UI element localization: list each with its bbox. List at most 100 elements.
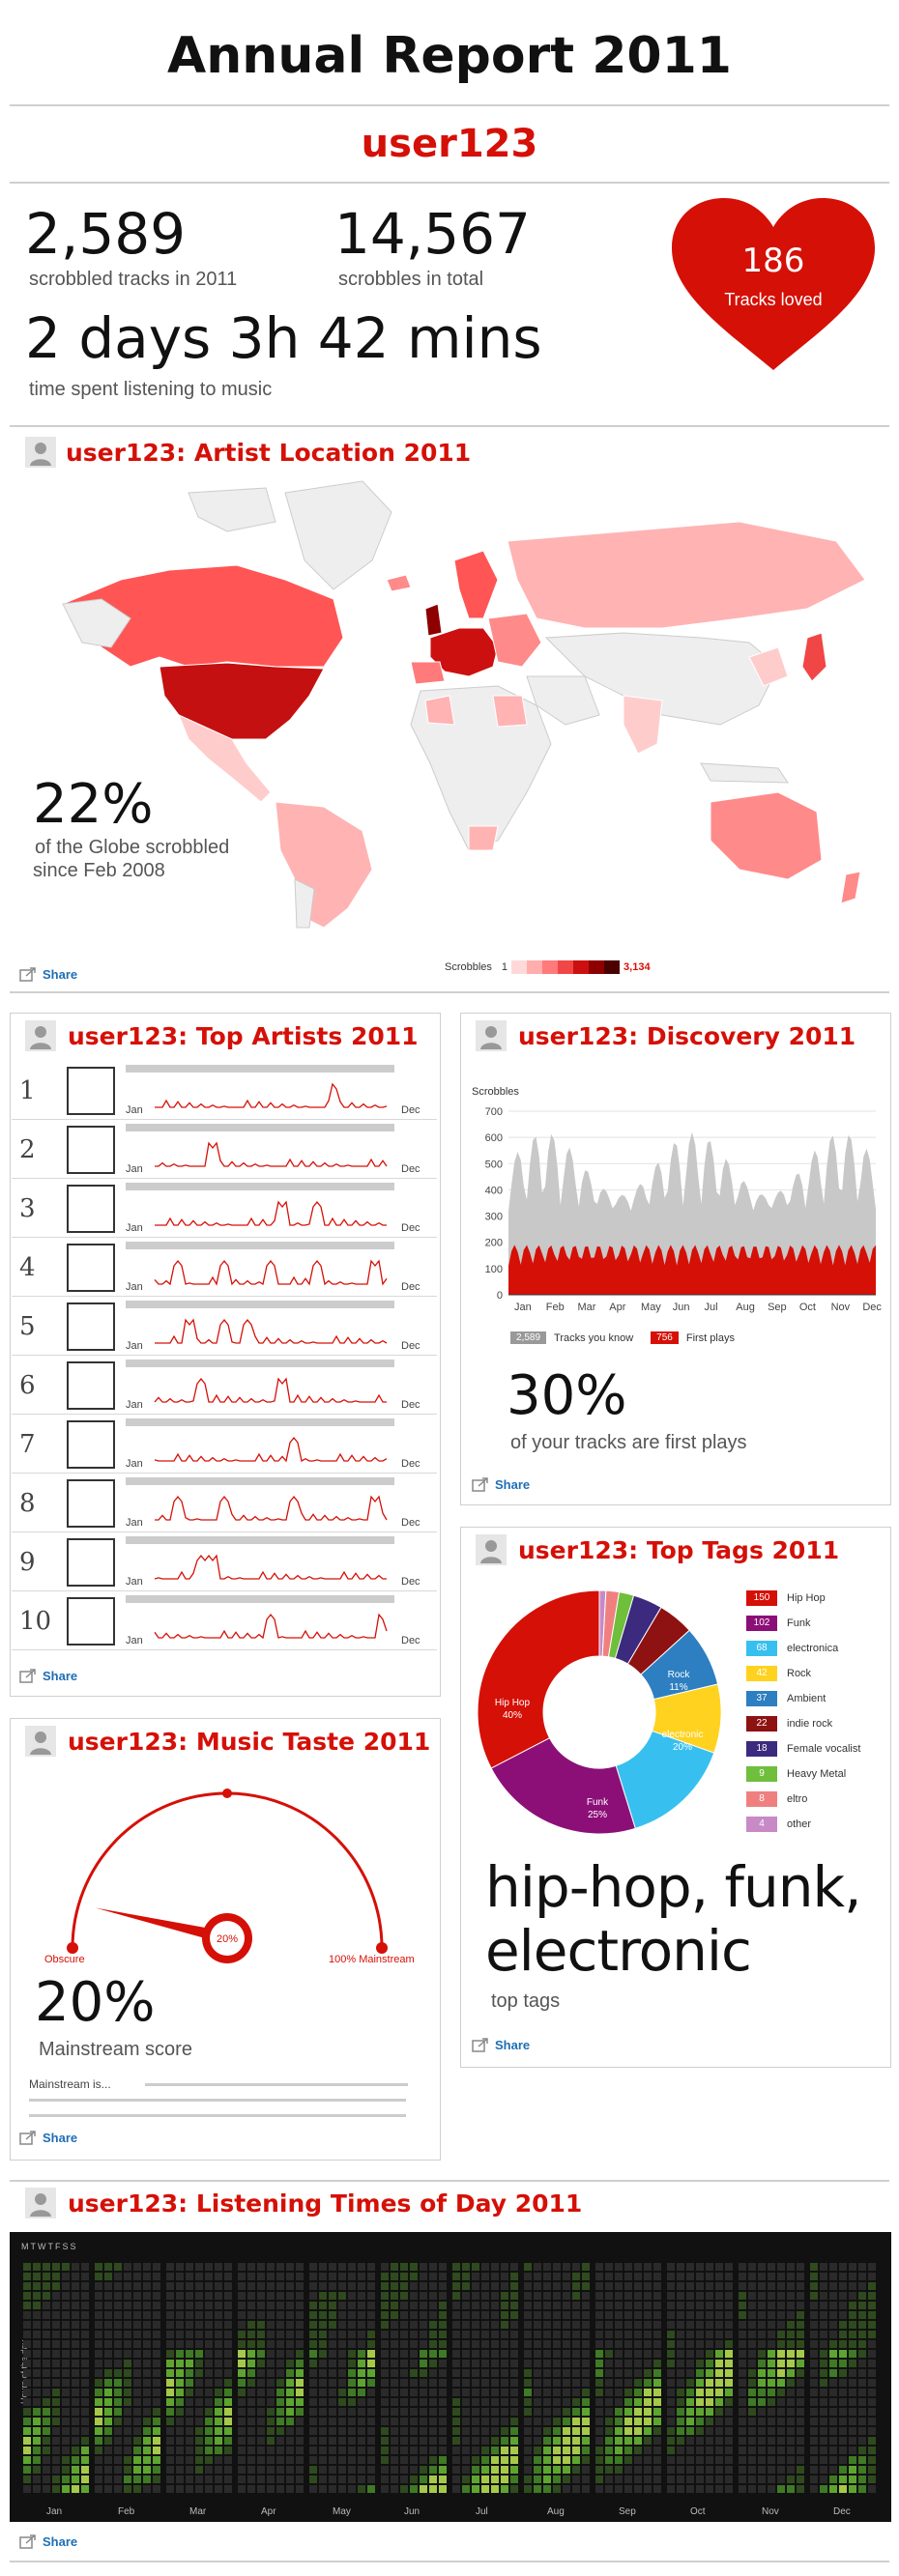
- world-map[interactable]: [44, 473, 884, 937]
- artist-row[interactable]: 5 Jan Dec: [12, 1297, 437, 1356]
- heatmap-cell: [238, 2292, 246, 2300]
- artist-row[interactable]: 1 Jan Dec: [12, 1061, 437, 1120]
- artist-thumbnail[interactable]: [67, 1067, 115, 1115]
- heatmap-cell: [481, 2476, 489, 2483]
- heatmap-cell: [725, 2379, 733, 2387]
- heatmap-cell: [338, 2466, 346, 2474]
- heatmap-cell: [104, 2360, 112, 2367]
- listening-heatmap[interactable]: MTWTFSS Hours of the day JanFebMarAprMay…: [10, 2232, 891, 2522]
- heatmap-cell: [143, 2485, 151, 2493]
- tag-count: 8: [746, 1791, 777, 1807]
- tag-legend-item[interactable]: 4 other: [746, 1817, 811, 1832]
- tag-legend-item[interactable]: 37 Ambient: [746, 1691, 826, 1706]
- heatmap-cell: [472, 2447, 479, 2454]
- artist-thumbnail[interactable]: [67, 1126, 115, 1174]
- artist-thumbnail[interactable]: [67, 1361, 115, 1410]
- heatmap-cell: [286, 2447, 294, 2454]
- tag-legend-item[interactable]: 18 Female vocalist: [746, 1741, 860, 1757]
- heatmap-cell: [472, 2282, 479, 2290]
- artist-thumbnail[interactable]: [67, 1185, 115, 1233]
- heatmap-cell: [329, 2360, 336, 2367]
- share-label: Share: [495, 1476, 531, 1492]
- heatmap-cell: [706, 2437, 713, 2445]
- heatmap-cell: [739, 2273, 746, 2280]
- heatmap-cell: [439, 2408, 447, 2416]
- heatmap-cell: [348, 2437, 356, 2445]
- tag-legend-item[interactable]: 68 electronica: [746, 1641, 838, 1656]
- tag-legend-item[interactable]: 9 Heavy Metal: [746, 1766, 846, 1782]
- legend-swatch: [527, 960, 543, 974]
- heatmap-cell: [829, 2456, 837, 2464]
- heatmap-cell: [400, 2311, 408, 2319]
- heatmap-cell: [23, 2302, 31, 2309]
- artist-row[interactable]: 7 Jan Dec: [12, 1415, 437, 1474]
- heatmap-cell: [820, 2437, 827, 2445]
- heatmap-cell: [439, 2389, 447, 2396]
- heatmap-cell: [72, 2302, 79, 2309]
- heatmap-cell: [829, 2340, 837, 2348]
- heatmap-cell: [124, 2350, 131, 2358]
- heatmap-cell: [429, 2418, 437, 2425]
- heatmap-cell: [52, 2263, 60, 2271]
- heatmap-cell: [543, 2369, 551, 2377]
- heatmap-cell: [348, 2466, 356, 2474]
- artist-thumbnail[interactable]: [67, 1538, 115, 1587]
- heatmap-cell: [166, 2398, 174, 2406]
- artist-thumbnail[interactable]: [67, 1479, 115, 1528]
- heatmap-cell: [797, 2379, 804, 2387]
- artist-row[interactable]: 4 Jan Dec: [12, 1238, 437, 1297]
- artist-thumbnail[interactable]: [67, 1420, 115, 1469]
- heatmap-cell: [706, 2273, 713, 2280]
- share-button[interactable]: Share: [19, 966, 77, 982]
- heatmap-cell: [410, 2360, 418, 2367]
- heatmap-cell: [338, 2340, 346, 2348]
- share-button[interactable]: Share: [19, 2130, 77, 2145]
- tag-legend-item[interactable]: 22 indie rock: [746, 1716, 832, 1732]
- heatmap-cell: [758, 2447, 766, 2454]
- heatmap-cell: [329, 2389, 336, 2396]
- heatmap-cell: [143, 2292, 151, 2300]
- tag-legend-item[interactable]: 150 Hip Hop: [746, 1590, 826, 1606]
- heatmap-cell: [653, 2360, 661, 2367]
- time-spent-label: time spent listening to music: [29, 379, 273, 400]
- artist-row[interactable]: 8 Jan Dec: [12, 1474, 437, 1532]
- heatmap-cell: [72, 2273, 79, 2280]
- heatmap-cell: [605, 2263, 613, 2271]
- artist-bar: [126, 1124, 394, 1131]
- heatmap-cell: [582, 2447, 590, 2454]
- share-button[interactable]: Share: [472, 2037, 530, 2052]
- artist-row[interactable]: 6 Jan Dec: [12, 1356, 437, 1415]
- artist-thumbnail[interactable]: [67, 1244, 115, 1292]
- artist-row[interactable]: 2 Jan Dec: [12, 1120, 437, 1179]
- artist-row[interactable]: 9 Jan Dec: [12, 1532, 437, 1591]
- share-button[interactable]: Share: [472, 1476, 530, 1492]
- heatmap-cell: [858, 2427, 866, 2435]
- heatmap-cell: [429, 2282, 437, 2290]
- slice-label: 40%: [503, 1710, 522, 1721]
- heatmap-cell: [829, 2331, 837, 2338]
- heatmap-cell: [572, 2408, 580, 2416]
- tag-legend-item[interactable]: 42 Rock: [746, 1666, 811, 1681]
- heatmap-cell: [534, 2418, 541, 2425]
- artist-row[interactable]: 10 Jan Dec: [12, 1591, 437, 1650]
- heatmap-cell: [677, 2437, 684, 2445]
- heatmap-cell: [706, 2379, 713, 2387]
- share-button[interactable]: Share: [19, 2533, 77, 2549]
- heatmap-cell: [439, 2292, 447, 2300]
- heatmap-cell: [858, 2263, 866, 2271]
- heatmap-cell: [81, 2292, 89, 2300]
- artist-row[interactable]: 3 Jan Dec: [12, 1179, 437, 1238]
- artist-thumbnail[interactable]: [67, 1302, 115, 1351]
- share-button[interactable]: Share: [19, 1668, 77, 1683]
- heatmap-cell: [238, 2418, 246, 2425]
- tag-legend-item[interactable]: 8 eltro: [746, 1791, 807, 1807]
- heatmap-cell: [338, 2350, 346, 2358]
- tag-count: 42: [746, 1666, 777, 1681]
- artist-thumbnail[interactable]: [67, 1597, 115, 1646]
- tag-legend-item[interactable]: 102 Funk: [746, 1616, 810, 1631]
- heatmap-cell: [114, 2350, 122, 2358]
- heatmap-month-label: Sep: [619, 2506, 636, 2517]
- heatmap-cell: [238, 2350, 246, 2358]
